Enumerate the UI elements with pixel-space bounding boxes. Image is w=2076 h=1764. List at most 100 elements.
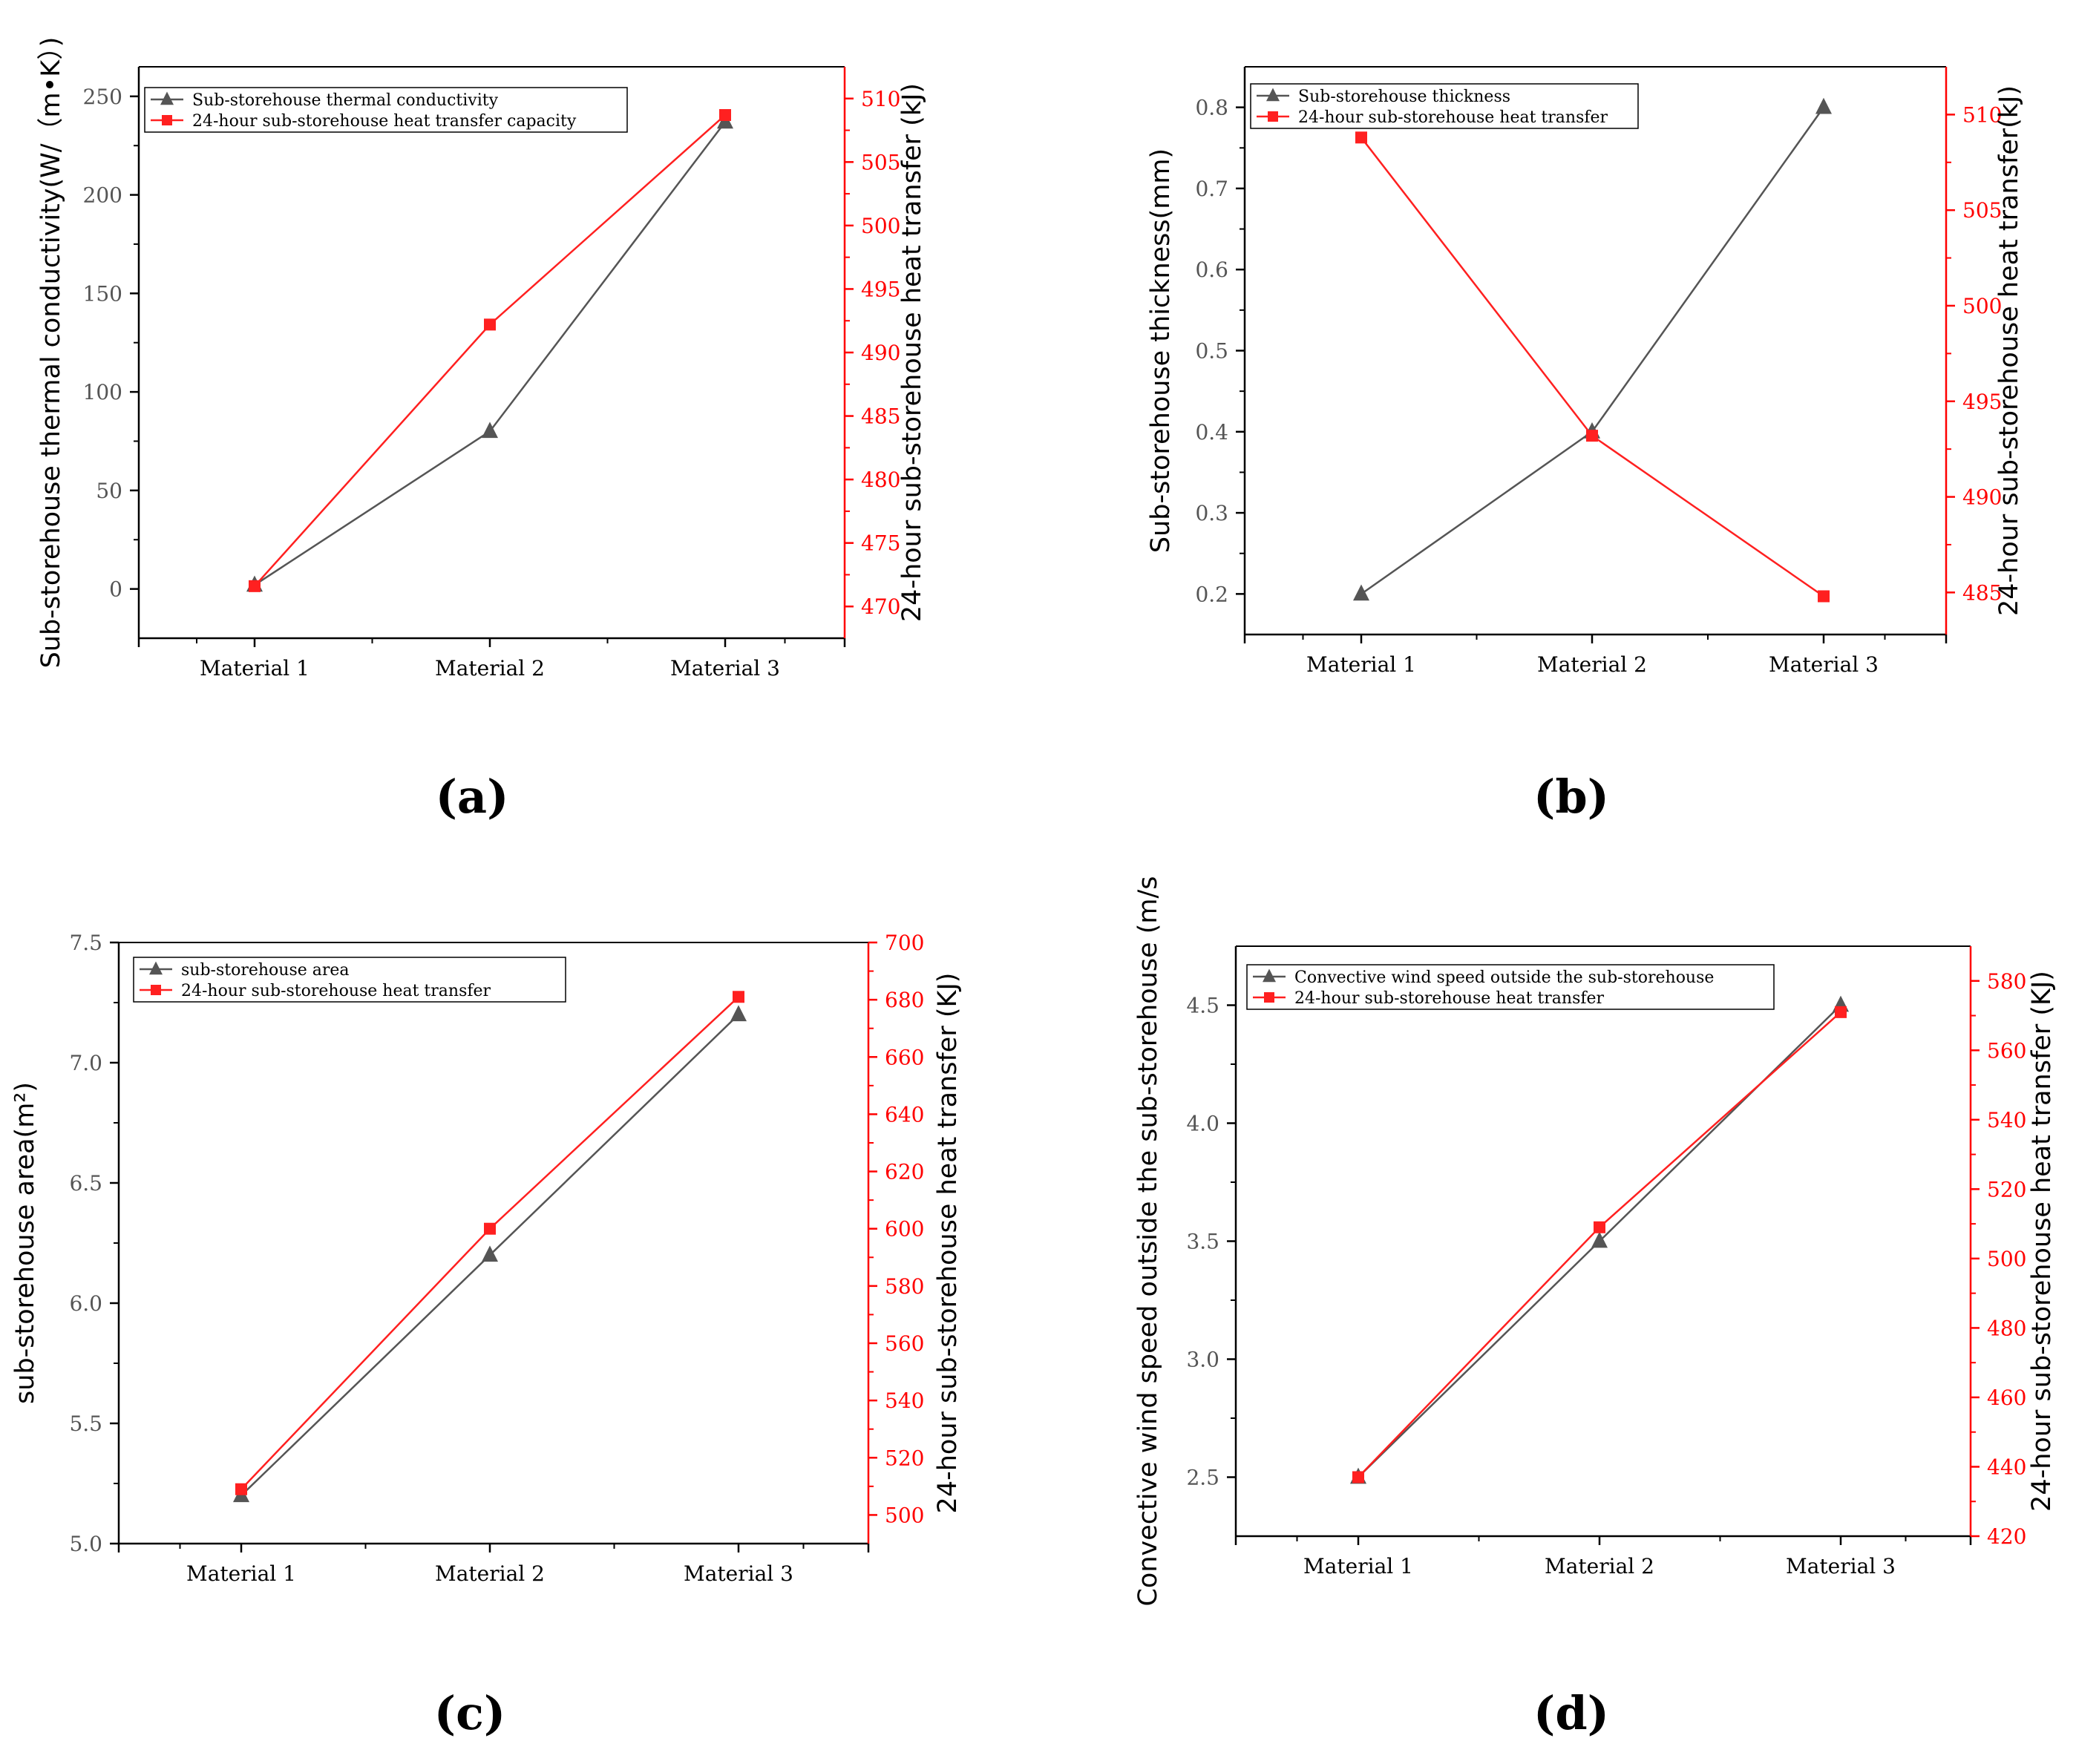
legend-marker-square	[1264, 992, 1274, 1003]
series-line-left	[1360, 106, 1825, 595]
chart-panel-c: Material 1 Material 2 Material 3 5.0 5.5 6.0 6…	[10, 931, 963, 1740]
x-tick-label: Material 3	[684, 1561, 793, 1586]
y-left-tick-label: 3.0	[1186, 1348, 1219, 1372]
series-line-left	[254, 121, 726, 586]
x-tick-label: Material 1	[1303, 1554, 1413, 1578]
y-left-tick-label: 0.4	[1195, 420, 1228, 445]
legend-box	[1246, 964, 1775, 1010]
series-line-right	[240, 996, 739, 1490]
y-left-tick-label: 0	[109, 577, 122, 602]
y-right-tick-label: 480	[1987, 1316, 2026, 1340]
y-left-tick-label: 7.5	[69, 931, 102, 955]
y-right-tick-label: 600	[885, 1217, 924, 1242]
legend-label: Sub-storehouse thickness	[1298, 88, 1510, 106]
y-left-tick-label: 150	[83, 281, 122, 306]
y-left-tick-label: 0.5	[1195, 339, 1228, 364]
y-right-tick-label: 495	[861, 277, 900, 301]
y-right-tick-label: 500	[861, 214, 900, 238]
y-left-tick-label: 6.0	[69, 1291, 102, 1316]
legend-label: 24-hour sub-storehouse heat transfer cap…	[192, 112, 577, 131]
legend: Sub-storehouse thermal conductivity 24-ho…	[144, 87, 628, 133]
y-right-tick-label: 510	[1962, 102, 2002, 127]
data-point-square	[1835, 1006, 1847, 1018]
y-right-tick-label: 505	[861, 150, 900, 174]
y-left-axis-title: Sub-storehouse thermal conductivity(W/（m…	[36, 37, 66, 669]
y-left-tick-label: 5.0	[69, 1532, 102, 1556]
data-point-triangle	[1815, 97, 1832, 114]
legend: Convective wind speed outside the sub-st…	[1246, 964, 1775, 1010]
y-right-tick-label: 540	[1987, 1108, 2026, 1132]
chart-panel-a: Material 1 Material 2 Material 3 0 50 100 150 2…	[36, 37, 927, 824]
y-right-tick-label: 500	[1987, 1247, 2026, 1271]
y-right-tick-label: 560	[1987, 1038, 2026, 1063]
data-point-triangle	[482, 1245, 498, 1262]
y-left-tick-label: 200	[83, 183, 122, 208]
data-point-triangle	[482, 422, 498, 439]
y-right-axis-title: 24-hour sub-storehouse heat transfer (kJ…	[897, 83, 927, 622]
legend-label: 24-hour sub-storehouse heat transfer	[181, 982, 491, 1000]
x-tick-label: Material 2	[435, 1561, 545, 1586]
y-left-tick-label: 7.0	[69, 1051, 102, 1075]
y-right-tick-label: 490	[861, 341, 900, 365]
panel-caption: (d)	[1533, 1686, 1609, 1740]
y-right-tick-label: 700	[885, 931, 924, 955]
y-left-tick-label: 250	[83, 85, 122, 109]
data-point-square	[235, 1483, 247, 1495]
x-tick-label: Material 2	[1545, 1554, 1654, 1578]
y-right-tick-label: 505	[1962, 198, 2002, 223]
data-point-square	[249, 580, 261, 592]
series-line-right	[254, 114, 726, 587]
legend-box	[144, 87, 628, 133]
legend-label: Convective wind speed outside the sub-st…	[1294, 968, 1714, 987]
data-point-square	[1818, 590, 1830, 603]
series-line-right	[1360, 137, 1824, 597]
y-right-tick-label: 460	[1987, 1386, 2026, 1410]
y-right-tick-label: 680	[885, 988, 924, 1012]
legend-label: 24-hour sub-storehouse heat transfer	[1298, 108, 1608, 127]
x-tick-label: Material 3	[1769, 652, 1879, 677]
panel-caption: (c)	[434, 1686, 505, 1740]
legend-label: 24-hour sub-storehouse heat transfer	[1294, 989, 1605, 1008]
legend-box	[1250, 83, 1639, 129]
y-right-tick-label: 500	[1962, 294, 2002, 318]
panel-caption: (a)	[436, 770, 509, 824]
y-left-tick-label: 50	[96, 479, 122, 503]
y-left-tick-label: 100	[83, 380, 122, 404]
y-right-tick-label: 540	[885, 1388, 924, 1413]
panel-caption: (b)	[1533, 770, 1609, 824]
legend-marker-triangle	[1263, 968, 1276, 983]
y-right-axis-title: 24-hour sub-storehouse heat transfer(kJ)	[1994, 85, 2024, 616]
y-right-tick-label: 510	[861, 87, 900, 111]
y-right-tick-label: 640	[885, 1102, 924, 1127]
y-left-tick-label: 5.5	[69, 1411, 102, 1436]
y-right-tick-label: 490	[1962, 485, 2002, 510]
y-right-axis-title: 24-hour sub-storehouse heat transfer (KJ…	[2027, 971, 2057, 1512]
data-point-triangle	[1591, 1231, 1608, 1248]
y-left-tick-label: 4.5	[1186, 994, 1219, 1018]
y-right-tick-label: 440	[1987, 1455, 2026, 1479]
data-point-square	[1594, 1221, 1605, 1233]
x-tick-label: Material 1	[200, 656, 310, 681]
legend-marker-square	[151, 985, 161, 995]
y-right-tick-label: 520	[1987, 1177, 2026, 1201]
y-left-tick-label: 0.3	[1195, 501, 1228, 525]
legend-marker-square	[1268, 111, 1278, 122]
y-right-tick-label: 475	[861, 531, 900, 556]
y-left-axis-title: Sub-storehouse thickness(mm)	[1146, 148, 1176, 553]
x-tick-label: Material 3	[1786, 1554, 1896, 1578]
x-tick-label: Material 2	[1537, 652, 1647, 677]
y-left-axis-title: Convective wind speed outside the sub-st…	[1133, 876, 1163, 1606]
x-tick-label: Material 3	[670, 656, 780, 681]
legend-box	[133, 957, 566, 1003]
data-point-square	[1586, 430, 1598, 442]
y-right-tick-label: 580	[1987, 969, 2026, 994]
y-left-tick-label: 0.2	[1195, 582, 1228, 606]
data-point-square	[1352, 1471, 1364, 1483]
y-left-tick-label: 0.7	[1195, 177, 1228, 201]
y-left-tick-label: 6.5	[69, 1171, 102, 1196]
x-tick-label: Material 1	[186, 1561, 296, 1586]
data-point-square	[719, 109, 731, 122]
y-right-tick-label: 495	[1962, 390, 2002, 414]
data-point-square	[484, 318, 496, 331]
y-left-tick-label: 0.8	[1195, 96, 1228, 120]
